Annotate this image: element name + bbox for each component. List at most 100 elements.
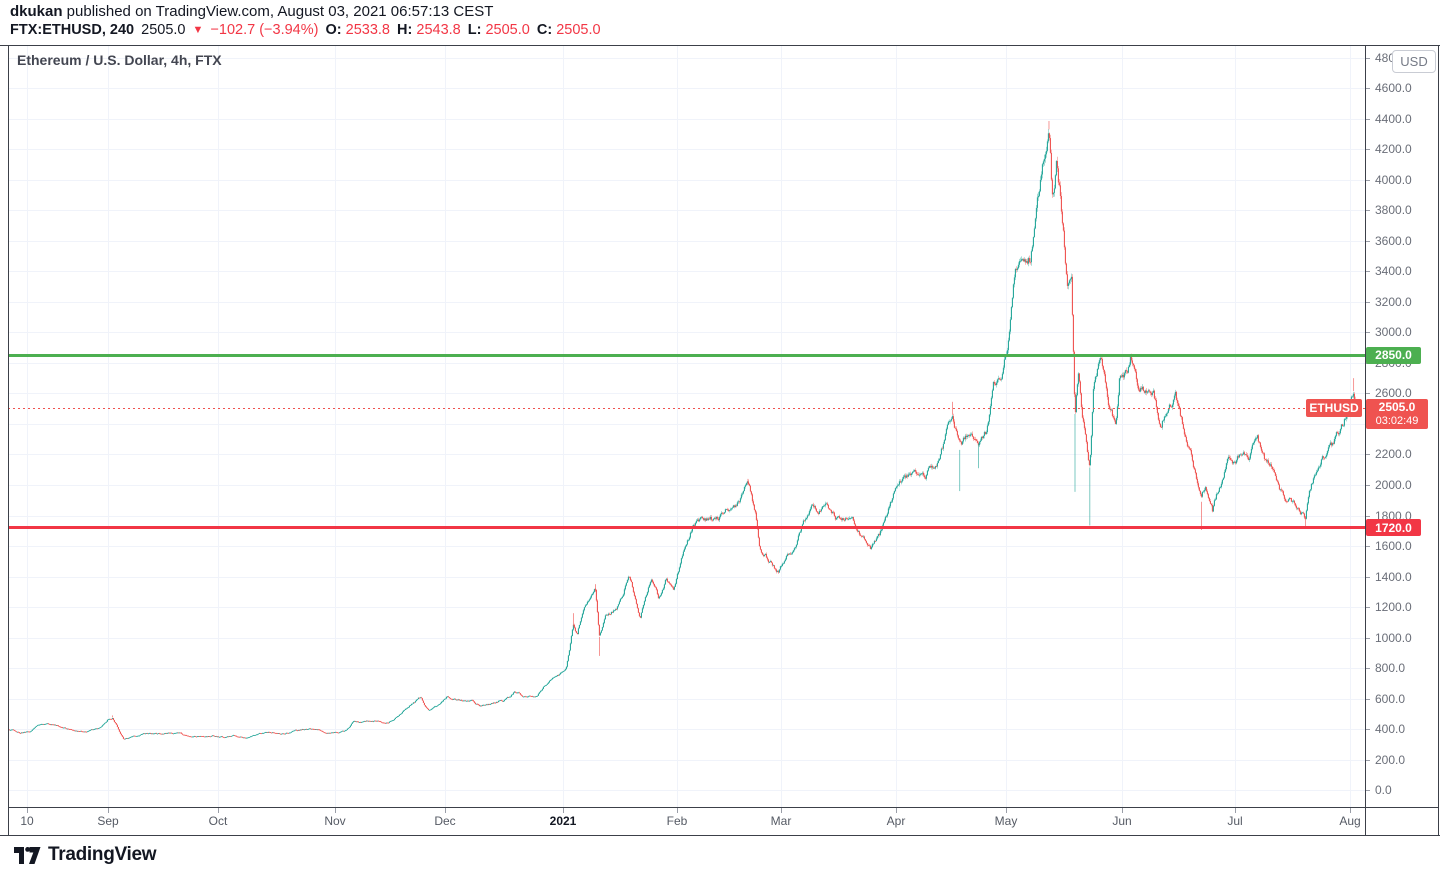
price-tick-mark [1365,301,1370,303]
chart-title: Ethereum / U.S. Dollar, 4h, FTX [17,52,222,68]
time-tick-label: May [994,814,1018,828]
time-tick-label: 2021 [549,814,577,828]
price-tick-mark [1365,484,1370,486]
time-tick-mark [108,808,109,813]
price-tick-label: 3800.0 [1375,203,1412,218]
price-tick-mark [1365,88,1370,90]
down-triangle-icon: ▼ [192,24,204,36]
publisher-name: dkukan [10,3,63,20]
low-value: 2505.0 [485,22,530,38]
price-tick-mark [1365,790,1370,792]
publish-info: dkukan published on TradingView.com, Aug… [10,3,493,20]
price-tick-label: 800.0 [1375,661,1406,676]
time-tick-label: Jun [1112,814,1132,828]
price-badge-1720[interactable]: 1720.0 [1366,519,1421,537]
time-tick-mark [335,808,336,813]
time-tick-label: Mar [770,814,792,828]
time-tick-label: Feb [666,814,688,828]
price-tick-mark [1365,149,1370,151]
open-label: O: [325,22,342,38]
time-tick-mark [896,808,897,813]
symbol-name: FTX:ETHUSD, 240 [10,22,135,38]
time-axis-separator [8,807,1439,808]
price-tick-label: 4200.0 [1375,142,1412,157]
price-tick-mark [1365,332,1370,334]
time-axis[interactable]: 10 Sep Oct Nov Dec 2021 Feb Mar Apr May Jun Jul Aug [9,808,1438,835]
price-tick-mark [1365,637,1370,639]
price-tick-mark [1365,668,1370,670]
price-tick-label: 2200.0 [1375,447,1412,462]
price-tick-mark [1365,759,1370,761]
price-axis-separator [1365,45,1366,836]
price-tick-mark [1365,546,1370,548]
frame-border-left [8,45,9,836]
time-tick-mark [445,808,446,813]
time-tick-mark [1006,808,1007,813]
price-tick-label: 4600.0 [1375,81,1412,96]
price-tick-label: 1200.0 [1375,600,1412,615]
tradingview-logo-icon [14,846,41,864]
time-tick-label: Sep [97,814,119,828]
price-badge-2850[interactable]: 2850.0 [1366,346,1421,364]
time-tick-label: Jul [1227,814,1243,828]
price-tick-label: 2000.0 [1375,477,1412,492]
price-tick-label: 3000.0 [1375,325,1412,340]
publish-meta: published on TradingView.com, August 03,… [62,3,494,20]
series-price-label: ETHUSD [1306,398,1362,417]
price-tick-label: 1000.0 [1375,630,1412,645]
bar-countdown: 03:02:49 [1375,414,1419,427]
price-tick-mark [1365,729,1370,731]
price-tick-mark [1365,271,1370,273]
close-label: C: [536,22,553,38]
time-tick-label: 10 [20,814,34,828]
price-tick-mark [1365,515,1370,517]
last-price: 2505.0 [141,22,186,38]
price-tick-mark [1365,179,1370,181]
candlestick-plot[interactable] [9,46,1365,807]
price-tick-mark [1365,576,1370,578]
price-tick-mark [1365,454,1370,456]
time-tick-mark [781,808,782,813]
tradingview-logo-text: TradingView [48,844,157,865]
time-tick-label: Oct [208,814,228,828]
time-tick-mark [677,808,678,813]
time-tick-mark [1235,808,1236,813]
price-tick-mark [1365,57,1370,59]
time-tick-label: Apr [886,814,906,828]
price-tick-label: 1400.0 [1375,569,1412,584]
price-tick-label: 4000.0 [1375,172,1412,187]
price-tick-mark [1365,240,1370,242]
price-tick-mark [1365,698,1370,700]
price-badge-current: 2505.0 03:02:49 [1366,398,1428,429]
price-tick-mark [1365,210,1370,212]
price-tick-label: 1800.0 [1375,508,1412,523]
price-tick-label: 400.0 [1375,722,1406,737]
current-price-line [8,407,1365,409]
price-tick-label: 200.0 [1375,752,1406,767]
time-tick-label: Nov [324,814,346,828]
tradingview-logo[interactable]: TradingView [14,844,157,866]
price-tick-label: 3400.0 [1375,264,1412,279]
current-price-value: 2505.0 [1378,399,1416,414]
close-value: 2505.0 [556,22,601,38]
symbol-ohlc-line: FTX:ETHUSD, 240 2505.0 ▼ −102.7 (−3.94%)… [10,22,604,38]
time-tick-mark [1122,808,1123,813]
high-value: 2543.8 [416,22,461,38]
frame-border-bottom [0,835,1440,836]
frame-border-top [0,45,1440,46]
time-tick-mark [563,808,564,813]
time-tick-mark [1350,808,1351,813]
price-tick-label: 2600.0 [1375,386,1412,401]
price-change: −102.7 (−3.94%) [210,22,319,38]
time-tick-label: Aug [1339,814,1361,828]
time-tick-label: Dec [434,814,456,828]
currency-toggle-button[interactable]: USD [1392,50,1436,73]
support-line-1720[interactable] [8,526,1365,530]
resistance-line-2850[interactable] [8,353,1365,357]
time-tick-mark [218,808,219,813]
price-tick-label: 3600.0 [1375,233,1412,248]
price-tick-label: 0.0 [1375,783,1392,798]
price-tick-label: 3200.0 [1375,294,1412,309]
price-tick-label: 1600.0 [1375,539,1412,554]
